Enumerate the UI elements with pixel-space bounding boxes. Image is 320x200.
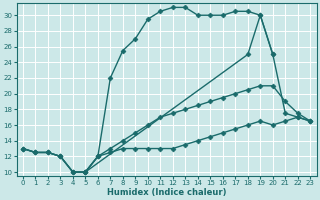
X-axis label: Humidex (Indice chaleur): Humidex (Indice chaleur): [107, 188, 226, 197]
